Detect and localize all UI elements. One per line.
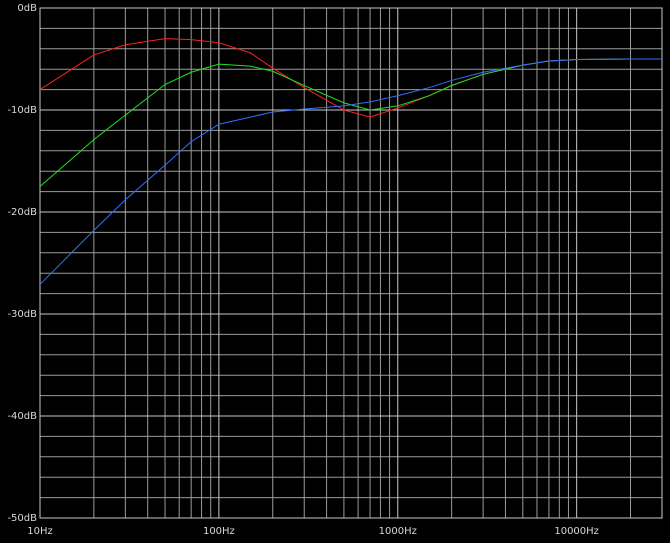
plot-border xyxy=(39,7,663,519)
y-tick-label: -50dB xyxy=(7,513,37,524)
series-line xyxy=(39,58,662,285)
y-tick-label: -30dB xyxy=(7,309,37,320)
x-tick-label: 1000Hz xyxy=(379,526,417,537)
y-tick-label: -10dB xyxy=(7,105,37,116)
x-tick-label: 10Hz xyxy=(27,526,53,537)
x-tick-label: 10000Hz xyxy=(554,526,599,537)
y-tick-label: -20dB xyxy=(7,207,37,218)
x-tick-label: 100Hz xyxy=(203,526,235,537)
y-tick-label: -40dB xyxy=(7,411,37,422)
y-tick-label: 0dB xyxy=(17,3,37,14)
